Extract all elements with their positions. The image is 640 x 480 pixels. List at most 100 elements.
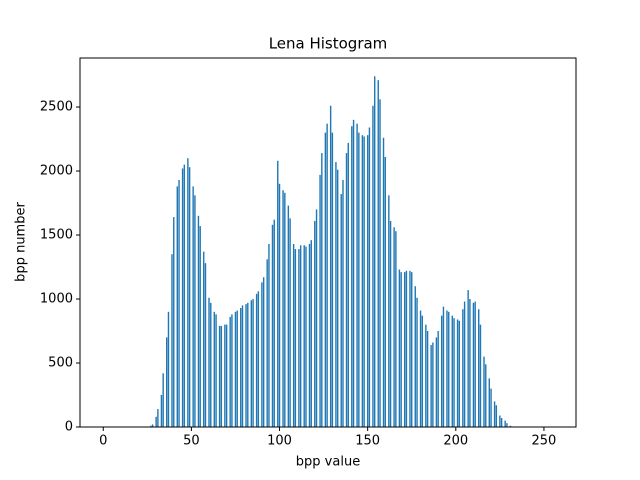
x-tick-label: 100 — [267, 434, 292, 449]
bar — [490, 388, 492, 427]
bar — [488, 378, 490, 427]
bar — [278, 183, 281, 427]
bar — [358, 132, 360, 427]
bar — [289, 218, 291, 427]
bar — [162, 373, 164, 427]
bar — [157, 409, 159, 427]
bar — [467, 290, 469, 427]
bar — [314, 220, 316, 427]
bar — [363, 136, 365, 427]
bar — [440, 315, 443, 427]
bar — [414, 286, 416, 427]
bar — [419, 310, 422, 427]
bar — [210, 302, 212, 427]
bar — [241, 305, 244, 427]
bar — [183, 164, 186, 427]
bar — [483, 356, 485, 427]
bar — [255, 293, 258, 427]
bar — [458, 320, 461, 427]
bar — [456, 319, 459, 427]
bar — [403, 272, 406, 427]
bar — [150, 425, 152, 427]
bar — [331, 132, 334, 427]
bar — [231, 314, 233, 427]
bar — [379, 99, 381, 427]
bar — [173, 217, 175, 427]
chart-title: Lena Histogram — [269, 35, 388, 53]
bar — [240, 307, 242, 427]
bar — [319, 174, 321, 427]
bar — [405, 270, 408, 427]
bar — [432, 342, 434, 427]
bar — [298, 249, 300, 427]
bar — [271, 224, 274, 427]
bar — [506, 423, 508, 427]
bar — [435, 337, 438, 427]
bar — [181, 168, 184, 427]
bar — [384, 156, 386, 427]
bar — [178, 179, 180, 427]
bar — [284, 192, 286, 427]
bar — [499, 415, 501, 427]
bar — [361, 135, 364, 427]
bar — [247, 302, 249, 427]
bar — [282, 190, 284, 427]
bar — [335, 162, 337, 427]
bar — [469, 299, 471, 427]
bar — [342, 179, 344, 427]
bar — [372, 105, 374, 427]
y-tick-label: 0 — [65, 420, 73, 435]
bar — [324, 132, 327, 427]
bar — [377, 80, 379, 427]
bar — [474, 301, 476, 427]
bar — [374, 76, 376, 428]
x-axis-label: bpp value — [296, 455, 360, 470]
bar — [234, 311, 237, 427]
bar — [305, 246, 307, 427]
bar — [395, 231, 397, 427]
bar — [194, 195, 196, 427]
bar — [347, 142, 349, 428]
bar — [220, 325, 223, 427]
y-axis-label: bpp number — [14, 202, 29, 282]
bar — [352, 119, 355, 427]
bar — [368, 127, 371, 427]
bar — [400, 272, 402, 427]
x-tick-label: 150 — [355, 434, 380, 449]
bar — [287, 205, 290, 427]
bar — [500, 418, 503, 427]
bar — [448, 311, 450, 427]
y-tick-label: 1500 — [40, 228, 73, 243]
bar — [257, 291, 260, 427]
bar — [453, 318, 455, 427]
bar — [366, 135, 369, 427]
bar — [167, 311, 170, 427]
bar — [426, 331, 429, 427]
bar — [225, 324, 228, 427]
bar — [252, 299, 254, 427]
bar — [310, 240, 312, 427]
bar — [294, 249, 297, 427]
bar — [409, 270, 411, 427]
bar — [463, 301, 466, 427]
bar — [208, 297, 210, 427]
x-tick-label: 200 — [443, 434, 468, 449]
bar — [493, 401, 496, 427]
bar — [345, 153, 348, 427]
bar — [171, 254, 173, 427]
bar — [213, 311, 216, 427]
bar — [478, 309, 480, 427]
bar — [308, 243, 311, 427]
bar — [315, 209, 318, 427]
bar — [393, 227, 395, 427]
y-tick-label: 2000 — [40, 164, 73, 179]
bar — [421, 315, 424, 427]
bar — [197, 215, 200, 427]
bar — [215, 314, 217, 427]
bar — [416, 297, 418, 427]
bar — [245, 304, 247, 427]
bar — [266, 259, 268, 427]
bar — [388, 195, 390, 427]
bar — [425, 324, 427, 427]
